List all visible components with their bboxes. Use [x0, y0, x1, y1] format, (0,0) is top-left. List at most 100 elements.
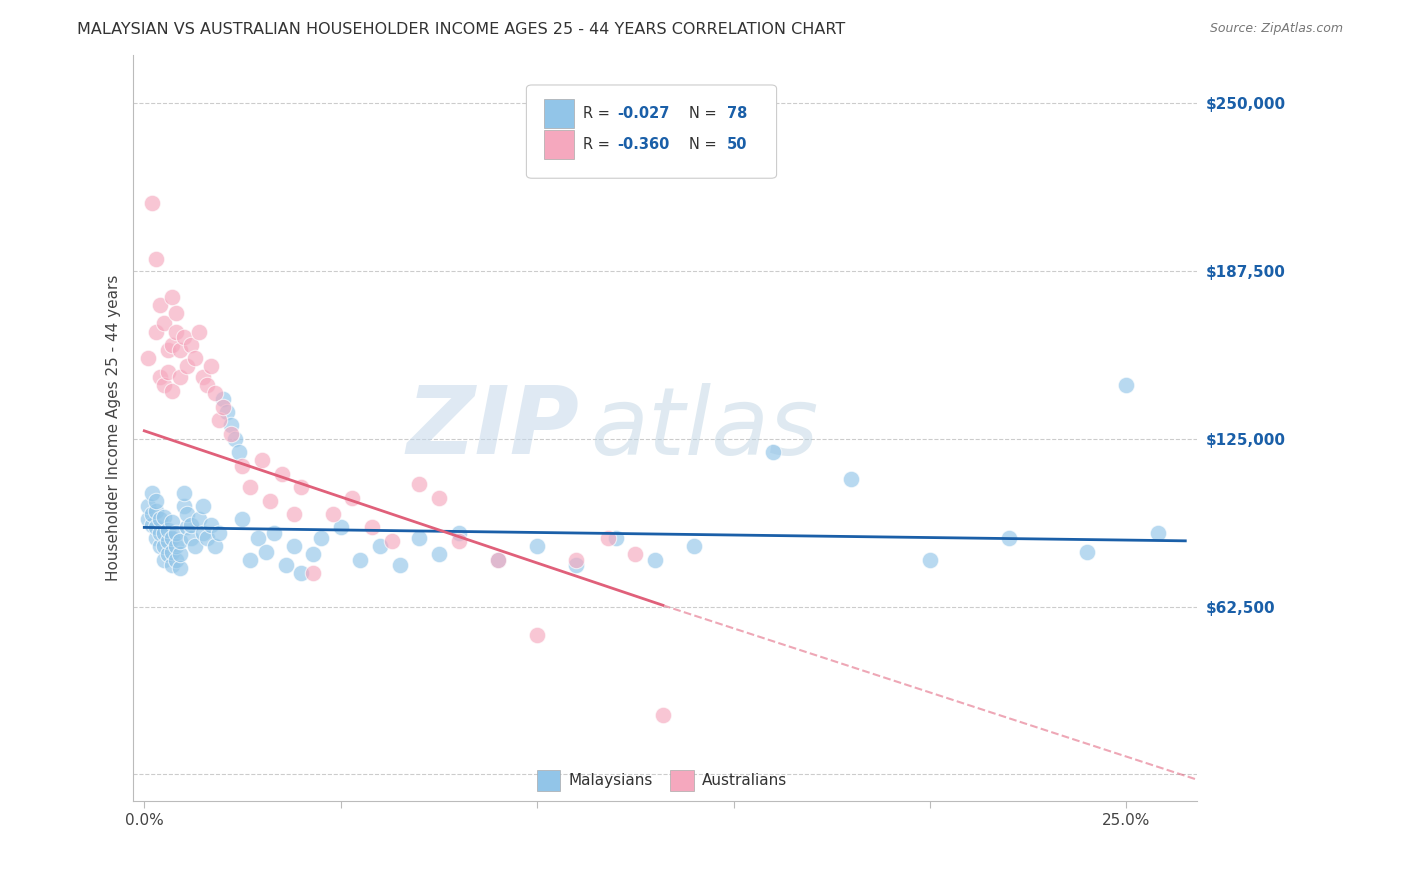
Point: [565, 558, 588, 572]
Point: [309, 531, 332, 545]
Point: [153, 509, 176, 524]
Point: [231, 458, 253, 473]
Point: [156, 343, 179, 358]
Point: [173, 330, 195, 344]
Point: [195, 531, 218, 545]
Point: [215, 405, 238, 419]
Point: [149, 298, 172, 312]
Text: N =: N =: [689, 106, 721, 120]
Point: [212, 392, 235, 406]
Point: [141, 485, 163, 500]
Point: [145, 252, 167, 266]
Point: [156, 523, 179, 537]
Point: [329, 520, 352, 534]
Point: [526, 539, 548, 553]
Point: [274, 558, 297, 572]
Point: [149, 539, 172, 553]
Text: 78: 78: [727, 106, 747, 120]
Point: [447, 533, 470, 548]
Point: [145, 325, 167, 339]
Point: [169, 547, 191, 561]
Point: [388, 558, 411, 572]
Point: [644, 552, 666, 566]
Point: [596, 531, 619, 545]
Point: [165, 306, 187, 320]
Point: [169, 560, 191, 574]
Text: -0.360: -0.360: [617, 137, 669, 152]
Point: [259, 493, 281, 508]
Point: [290, 566, 312, 580]
Point: [270, 467, 292, 481]
Point: [193, 499, 215, 513]
Point: [149, 370, 172, 384]
Point: [212, 400, 235, 414]
Point: [204, 539, 226, 553]
Point: [200, 359, 222, 374]
Point: [427, 547, 450, 561]
Point: [361, 520, 384, 534]
Point: [153, 552, 176, 566]
Point: [651, 708, 673, 723]
Point: [141, 195, 163, 210]
Point: [165, 325, 187, 339]
Point: [1115, 378, 1137, 392]
Point: [180, 531, 202, 545]
Point: [180, 517, 202, 532]
Text: atlas: atlas: [591, 383, 818, 474]
Point: [605, 531, 627, 545]
Point: [160, 290, 183, 304]
Point: [997, 531, 1019, 545]
Y-axis label: Householder Income Ages 25 - 44 years: Householder Income Ages 25 - 44 years: [107, 275, 121, 582]
Point: [224, 432, 246, 446]
Point: [486, 552, 509, 566]
Point: [173, 485, 195, 500]
Point: [165, 552, 187, 566]
Point: [153, 378, 176, 392]
Point: [160, 558, 183, 572]
Point: [153, 525, 176, 540]
Point: [408, 477, 430, 491]
Point: [160, 338, 183, 352]
Bar: [544, 99, 574, 128]
Point: [145, 493, 167, 508]
Text: Source: ZipAtlas.com: Source: ZipAtlas.com: [1209, 22, 1343, 36]
Point: [239, 480, 262, 494]
Point: [141, 517, 163, 532]
Point: [1076, 544, 1098, 558]
Text: ZIP: ZIP: [406, 382, 579, 475]
Point: [219, 426, 242, 441]
Point: [136, 499, 159, 513]
Point: [169, 343, 191, 358]
Point: [381, 533, 404, 548]
Point: [145, 504, 167, 518]
Text: 50: 50: [727, 137, 747, 152]
Point: [447, 525, 470, 540]
Point: [408, 531, 430, 545]
Point: [219, 418, 242, 433]
Point: [342, 491, 364, 505]
Point: [254, 544, 277, 558]
Bar: [537, 770, 561, 790]
Point: [160, 384, 183, 398]
Point: [149, 512, 172, 526]
Point: [208, 525, 231, 540]
Point: [322, 507, 344, 521]
Text: R =: R =: [583, 137, 614, 152]
Point: [169, 533, 191, 548]
Text: -0.027: -0.027: [617, 106, 669, 120]
Point: [169, 370, 191, 384]
Point: [918, 552, 941, 566]
Point: [263, 525, 285, 540]
Point: [184, 539, 207, 553]
Point: [283, 507, 305, 521]
Bar: [671, 770, 693, 790]
Point: [141, 507, 163, 521]
Point: [565, 552, 588, 566]
Point: [145, 531, 167, 545]
Point: [195, 378, 218, 392]
Point: [160, 531, 183, 545]
Point: [145, 520, 167, 534]
Point: [250, 453, 273, 467]
Point: [302, 566, 325, 580]
Point: [149, 525, 172, 540]
